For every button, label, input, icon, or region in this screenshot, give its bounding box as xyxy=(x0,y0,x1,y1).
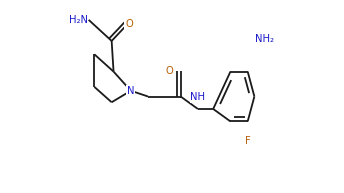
Text: NH₂: NH₂ xyxy=(255,34,275,44)
Text: NH: NH xyxy=(190,92,205,102)
Text: O: O xyxy=(125,19,133,29)
Text: F: F xyxy=(245,135,250,146)
Text: N: N xyxy=(127,86,135,96)
Text: H₂N: H₂N xyxy=(69,15,88,25)
Text: O: O xyxy=(165,66,173,76)
